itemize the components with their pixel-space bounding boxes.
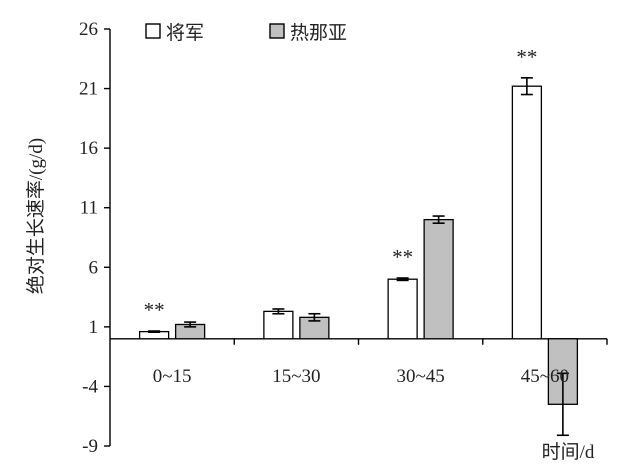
x-axis-label: 时间/d	[542, 441, 595, 463]
bars	[138, 85, 579, 405]
bar-genoa	[423, 218, 454, 340]
significance-marker: **	[516, 45, 537, 69]
x-tick-label: 45~60	[521, 366, 569, 387]
bar-jiangjun	[511, 85, 543, 340]
legend-label-genoa: 热那亚	[290, 22, 347, 44]
bar-jiangjun	[387, 278, 418, 340]
y-tick-label: 26	[79, 19, 98, 40]
y-tick-label: 21	[79, 79, 98, 100]
y-tick-label: 6	[89, 257, 99, 278]
y-tick-label: -4	[82, 376, 98, 397]
significance-marker: **	[392, 245, 413, 269]
significance-annotations: ** ** **	[144, 45, 538, 322]
x-tick-labels: 0~15 15~30 30~45 45~60	[153, 366, 569, 387]
x-tick-label: 30~45	[396, 366, 444, 387]
y-tick-label: -9	[82, 436, 98, 457]
y-axis-label: 绝对生长速率/(g/d)	[25, 138, 47, 294]
legend-swatch-genoa	[269, 23, 285, 39]
bar-jiangjun	[263, 310, 294, 340]
error-bars	[148, 77, 569, 437]
legend-swatch-jiangjun	[145, 23, 161, 39]
significance-marker: **	[144, 298, 165, 322]
legend-label-jiangjun: 将军	[166, 22, 204, 44]
y-tick-label: 1	[89, 317, 99, 338]
y-tick-label: 16	[79, 138, 98, 159]
x-tick-label: 0~15	[153, 366, 192, 387]
x-tick-label: 15~30	[272, 366, 320, 387]
legend: 将军 热那亚	[145, 22, 347, 44]
y-tick-label: 11	[80, 198, 98, 219]
